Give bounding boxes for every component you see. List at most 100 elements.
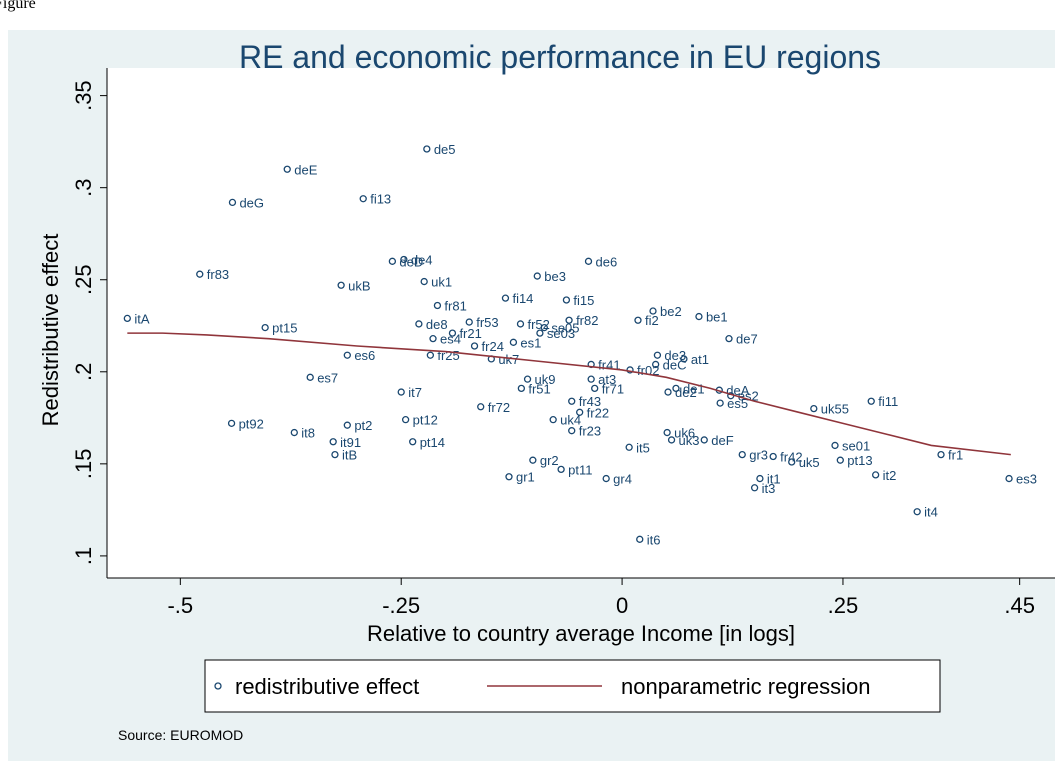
point (913, 508, 921, 516)
point (426, 351, 435, 359)
point-label: uk6 (674, 426, 695, 441)
point-label: fr82 (576, 313, 598, 328)
legend-box (204, 659, 941, 713)
point-label: se03 (547, 326, 575, 341)
y-tick-label: .15 (71, 449, 96, 480)
legend-label: nonparametric regression (621, 674, 870, 699)
point-label: es7 (317, 370, 338, 385)
point (565, 316, 573, 324)
point (716, 399, 724, 407)
point (501, 294, 510, 302)
point (769, 452, 777, 461)
point-label: uk7 (498, 352, 519, 367)
point (584, 257, 593, 265)
point-label: es5 (727, 396, 748, 411)
point-label: de2 (675, 385, 697, 400)
point (831, 441, 839, 450)
y-tick-label: .2 (71, 363, 96, 381)
point-label: gr4 (613, 472, 632, 487)
point (649, 307, 657, 315)
y-tick-label: .35 (71, 80, 96, 111)
point (420, 277, 428, 286)
point (738, 450, 746, 459)
point-label: fr81 (444, 299, 466, 314)
point-label: fi11 (878, 394, 898, 409)
point (401, 416, 410, 424)
point-label: fr22 (587, 405, 609, 420)
x-tick-label: .45 (1004, 593, 1035, 618)
point (536, 329, 544, 337)
point (523, 375, 532, 383)
point-label: fr23 (579, 424, 601, 439)
point (517, 384, 526, 393)
point-label: it4 (924, 505, 938, 520)
point (227, 419, 236, 427)
point (477, 403, 485, 411)
point-label: deE (294, 162, 317, 177)
point-label: fi14 (512, 291, 533, 306)
point-label: fr21 (459, 326, 481, 341)
plot-area (107, 68, 1055, 578)
point (602, 474, 610, 483)
point-label: uk3 (679, 433, 700, 448)
point (400, 255, 408, 264)
point-label: ukB (348, 278, 370, 293)
point-label: de5 (434, 142, 456, 157)
point (937, 450, 945, 459)
point-label: de7 (736, 332, 758, 347)
point (634, 316, 642, 324)
point-label: be1 (706, 310, 728, 325)
point-label: it91 (340, 435, 361, 450)
point-label: gr2 (540, 453, 559, 468)
point (529, 456, 537, 464)
point-label: es1 (520, 335, 541, 350)
point (667, 436, 676, 444)
point (871, 471, 880, 479)
point-label: it1 (767, 472, 781, 487)
legend-marker (214, 682, 222, 690)
point (695, 312, 703, 321)
point-label: fr02 (637, 363, 659, 378)
point (568, 427, 576, 435)
point (636, 535, 644, 543)
point (388, 257, 397, 265)
point-label: fr51 (528, 381, 550, 396)
point-label: pt92 (239, 416, 264, 431)
point-label: fi2 (645, 313, 659, 328)
point (433, 301, 442, 310)
point-label: deG (239, 195, 264, 210)
x-tick-label: -.5 (167, 593, 193, 618)
point-label: se05 (551, 321, 579, 336)
point (663, 428, 671, 437)
point (540, 323, 548, 332)
x-tick-label: 0 (616, 593, 628, 618)
point (343, 351, 351, 359)
x-axis-title: Relative to country average Income [in l… (367, 621, 795, 646)
point-label: be2 (660, 304, 682, 319)
point-label: fr72 (488, 400, 510, 415)
point (587, 375, 595, 383)
point-label: be3 (544, 269, 566, 284)
point-label: de6 (596, 254, 618, 269)
point-label: pt13 (847, 453, 872, 468)
y-tick-label: .3 (71, 178, 96, 196)
point (409, 438, 417, 446)
point (672, 384, 680, 393)
point (557, 465, 565, 474)
legend-label: redistributive effect (235, 674, 419, 699)
point-label: de8 (426, 317, 448, 332)
point (626, 366, 634, 374)
point-label: pt11 (568, 462, 592, 477)
point (664, 388, 672, 396)
point-label: itB (342, 448, 357, 463)
point (343, 421, 351, 429)
point (448, 329, 457, 337)
point (750, 484, 759, 492)
point-label: uk9 (535, 372, 556, 387)
point (568, 397, 576, 405)
point-label: fr83 (207, 267, 229, 282)
point-label: fr53 (476, 315, 498, 330)
point (359, 195, 367, 203)
point (123, 314, 131, 323)
point (700, 436, 708, 444)
